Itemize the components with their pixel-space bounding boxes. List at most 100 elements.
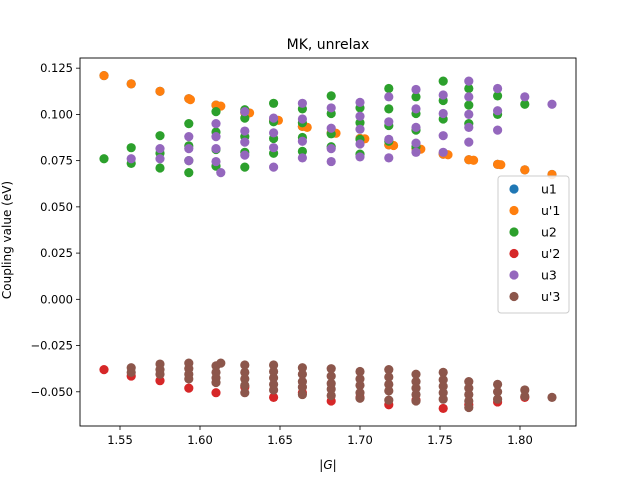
point-u'3-15 <box>240 367 250 377</box>
point-u2-0 <box>99 154 109 164</box>
point-u3-6 <box>211 119 221 129</box>
point-u3-40 <box>411 147 421 157</box>
point-u'2-4 <box>211 388 221 398</box>
y-tick-label: 0.100 <box>40 107 73 121</box>
point-u3-48 <box>464 122 474 132</box>
point-u3-9 <box>211 156 221 167</box>
point-u3-35 <box>384 153 394 163</box>
point-u2-5 <box>155 163 165 173</box>
point-u3-25 <box>326 144 336 154</box>
point-u'2-3 <box>184 383 194 393</box>
point-u3-18 <box>269 162 279 172</box>
point-u'1-2 <box>155 86 165 96</box>
x-tick-label: 1.65 <box>267 433 293 447</box>
point-u3-22 <box>297 153 307 163</box>
point-u'2-0 <box>99 365 109 375</box>
point-u3-21 <box>297 136 307 146</box>
point-u'3-39 <box>384 365 394 375</box>
point-u'3-41 <box>384 379 394 389</box>
point-u3-42 <box>438 108 448 119</box>
point-u3-53 <box>520 92 530 102</box>
point-u'3-1 <box>126 367 136 377</box>
point-u'1-27 <box>520 165 530 175</box>
point-u2-3 <box>155 131 165 141</box>
point-u'3-46 <box>411 383 421 393</box>
point-u2-51 <box>520 99 530 109</box>
axes-ticks: 1.55 1.60 1.65 1.70 1.75 1.80 −0.050 −0.025 0.00… <box>30 61 532 447</box>
point-u3-47 <box>464 109 474 119</box>
point-u3-14 <box>240 150 250 160</box>
point-u3-12 <box>240 126 250 136</box>
point-u2-46 <box>464 83 474 94</box>
point-u2-47 <box>464 100 474 110</box>
series-u'3 <box>126 358 557 413</box>
point-u3-20 <box>297 114 307 124</box>
point-u'3-32 <box>326 384 336 394</box>
point-u'3-20 <box>269 366 279 377</box>
point-u'3-42 <box>384 386 394 396</box>
point-u'3-35 <box>355 374 365 384</box>
point-u2-35 <box>384 83 394 94</box>
point-u2-18 <box>240 162 250 172</box>
point-u3-37 <box>411 104 421 114</box>
point-u3-23 <box>326 103 336 113</box>
point-u'3-12 <box>211 377 221 388</box>
point-u3-36 <box>411 84 421 95</box>
point-u'3-4 <box>155 369 165 379</box>
point-u3-44 <box>438 147 448 157</box>
point-u'3-53 <box>438 394 448 404</box>
point-u3-39 <box>411 138 421 148</box>
point-u3-31 <box>355 152 365 162</box>
y-tick-label: 0.125 <box>40 61 73 75</box>
y-tick-label: −0.025 <box>30 339 73 353</box>
legend-label-u2: u2 <box>541 225 557 240</box>
point-u3-19 <box>297 98 307 108</box>
y-tick-label: 0.075 <box>40 154 73 168</box>
axes-frame <box>79 57 577 427</box>
point-u'1-1 <box>126 79 136 89</box>
point-u3-33 <box>384 117 394 127</box>
point-u'3-8 <box>184 374 194 384</box>
y-tick-label: 0.000 <box>40 292 73 306</box>
point-u'3-54 <box>464 377 474 387</box>
point-u3-28 <box>355 111 365 121</box>
y-tick-label: 0.050 <box>40 200 73 214</box>
point-u'1-24 <box>469 155 479 165</box>
legend-label-u'1: u'1 <box>541 203 560 218</box>
point-u3-11 <box>240 107 250 117</box>
point-u'3-56 <box>464 389 474 400</box>
point-u3-10 <box>216 168 226 178</box>
legend-marker-u3 <box>509 270 519 280</box>
point-u'3-16 <box>240 374 250 384</box>
point-u'3-45 <box>411 377 421 387</box>
point-u2-1 <box>126 143 136 153</box>
legend-label-u'2: u'2 <box>541 246 560 261</box>
point-u'3-21 <box>269 373 279 383</box>
x-tick-label: 1.70 <box>347 433 373 447</box>
point-u'1-26 <box>496 160 506 170</box>
point-u'2-2 <box>155 376 165 386</box>
point-u'3-48 <box>411 396 421 406</box>
point-u'3-36 <box>355 380 365 390</box>
point-u'2-12 <box>438 403 448 414</box>
y-tick-label: −0.050 <box>30 385 73 399</box>
point-u3-43 <box>438 131 448 141</box>
point-u'3-24 <box>297 363 307 373</box>
x-tick-label: 1.75 <box>427 433 453 447</box>
point-u2-6 <box>184 119 194 129</box>
point-u'3-51 <box>438 381 448 391</box>
point-u3-17 <box>269 143 279 153</box>
point-u2-9 <box>184 168 194 178</box>
legend-marker-u1 <box>509 184 519 194</box>
point-u'3-13 <box>216 358 226 368</box>
series-u3 <box>126 76 557 178</box>
point-u3-4 <box>184 144 194 154</box>
point-u3-27 <box>355 97 365 107</box>
point-u'3-63 <box>520 391 530 402</box>
point-u'3-52 <box>438 388 448 398</box>
point-u'3-29 <box>326 364 336 374</box>
point-u3-0 <box>126 154 136 164</box>
point-u3-24 <box>326 123 336 133</box>
point-u3-49 <box>464 137 474 147</box>
